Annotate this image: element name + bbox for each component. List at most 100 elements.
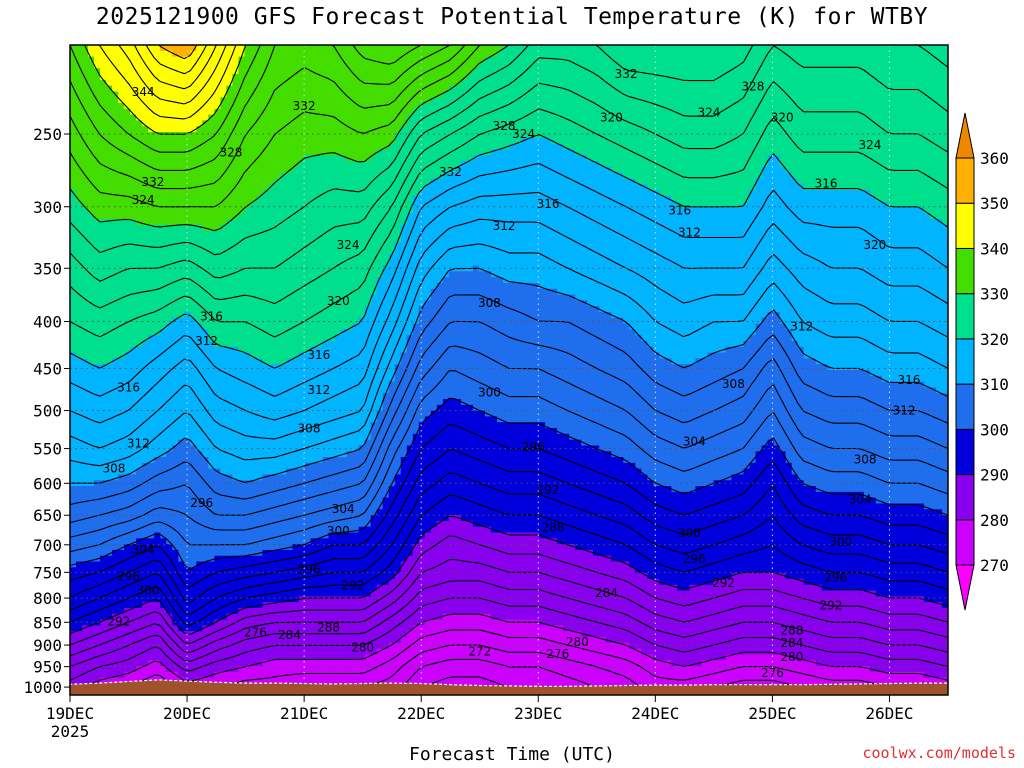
theta-cell <box>407 103 414 109</box>
theta-cell <box>299 80 306 86</box>
theta-cell <box>148 208 155 214</box>
theta-cell <box>293 45 300 51</box>
theta-cell <box>918 62 925 68</box>
theta-cell <box>840 80 847 86</box>
theta-cell <box>732 109 739 115</box>
theta-cell <box>311 138 318 144</box>
theta-cell <box>545 231 552 237</box>
theta-cell <box>792 45 799 51</box>
theta-cell <box>88 161 95 167</box>
theta-cell <box>545 213 552 219</box>
theta-cell <box>581 103 588 109</box>
theta-cell <box>810 225 817 231</box>
theta-cell <box>485 138 492 144</box>
theta-cell <box>407 80 414 86</box>
theta-cell <box>695 74 702 80</box>
theta-cell <box>810 57 817 63</box>
theta-cell <box>329 219 336 225</box>
theta-cell <box>906 149 913 155</box>
theta-cell <box>262 126 269 132</box>
theta-cell <box>461 155 468 161</box>
theta-cell <box>521 208 528 214</box>
theta-cell <box>882 208 889 214</box>
theta-cell <box>485 196 492 202</box>
theta-cell <box>834 231 841 237</box>
theta-cell <box>641 51 648 57</box>
theta-cell <box>208 213 215 219</box>
theta-cell <box>467 109 474 115</box>
theta-cell <box>262 242 269 248</box>
theta-cell <box>762 208 769 214</box>
theta-cell <box>774 68 781 74</box>
theta-cell <box>774 74 781 80</box>
theta-cell <box>449 178 456 184</box>
theta-cell <box>76 149 83 155</box>
theta-cell <box>888 51 895 57</box>
theta-cell <box>834 74 841 80</box>
theta-cell <box>695 167 702 173</box>
theta-cell <box>262 132 269 138</box>
theta-cell <box>335 109 342 115</box>
theta-cell <box>900 155 907 161</box>
theta-cell <box>575 173 582 179</box>
theta-cell <box>912 132 919 138</box>
theta-cell <box>858 97 865 103</box>
theta-cell <box>882 115 889 121</box>
theta-cell <box>840 126 847 132</box>
theta-cell <box>665 51 672 57</box>
theta-cell <box>286 178 293 184</box>
theta-cell <box>335 173 342 179</box>
theta-cell <box>659 80 666 86</box>
theta-cell <box>443 196 450 202</box>
theta-cell <box>810 86 817 92</box>
theta-cell <box>834 167 841 173</box>
theta-cell <box>383 149 390 155</box>
theta-cell <box>214 231 221 237</box>
theta-cell <box>467 184 474 190</box>
theta-cell <box>503 202 510 208</box>
theta-cell <box>557 155 564 161</box>
theta-cell <box>900 144 907 150</box>
theta-cell <box>599 178 606 184</box>
theta-cell <box>539 144 546 150</box>
theta-cell <box>551 149 558 155</box>
theta-cell <box>804 208 811 214</box>
theta-cell <box>268 144 275 150</box>
theta-cell <box>443 202 450 208</box>
theta-cell <box>88 109 95 115</box>
theta-cell <box>323 173 330 179</box>
theta-cell <box>130 213 137 219</box>
theta-cell <box>100 126 107 132</box>
theta-cell <box>100 144 107 150</box>
theta-cell <box>100 173 107 179</box>
theta-cell <box>154 213 161 219</box>
theta-cell <box>106 161 113 167</box>
theta-cell <box>906 51 913 57</box>
theta-cell <box>365 91 372 97</box>
theta-cell <box>846 161 853 167</box>
theta-cell <box>178 45 185 51</box>
theta-cell <box>882 91 889 97</box>
theta-cell <box>635 103 642 109</box>
theta-cell <box>563 103 570 109</box>
theta-cell <box>443 237 450 243</box>
theta-cell <box>166 86 173 92</box>
theta-cell <box>780 173 787 179</box>
theta-cell <box>82 120 89 126</box>
theta-cell <box>774 237 781 243</box>
theta-cell <box>347 103 354 109</box>
theta-cell <box>695 155 702 161</box>
theta-cell <box>707 213 714 219</box>
theta-cell <box>82 184 89 190</box>
theta-cell <box>581 167 588 173</box>
theta-cell <box>792 225 799 231</box>
theta-cell <box>557 51 564 57</box>
theta-cell <box>689 74 696 80</box>
theta-cell <box>347 109 354 115</box>
theta-cell <box>317 237 324 243</box>
theta-cell <box>244 86 251 92</box>
theta-cell <box>473 74 480 80</box>
theta-cell <box>900 62 907 68</box>
theta-cell <box>780 190 787 196</box>
theta-cell <box>323 161 330 167</box>
